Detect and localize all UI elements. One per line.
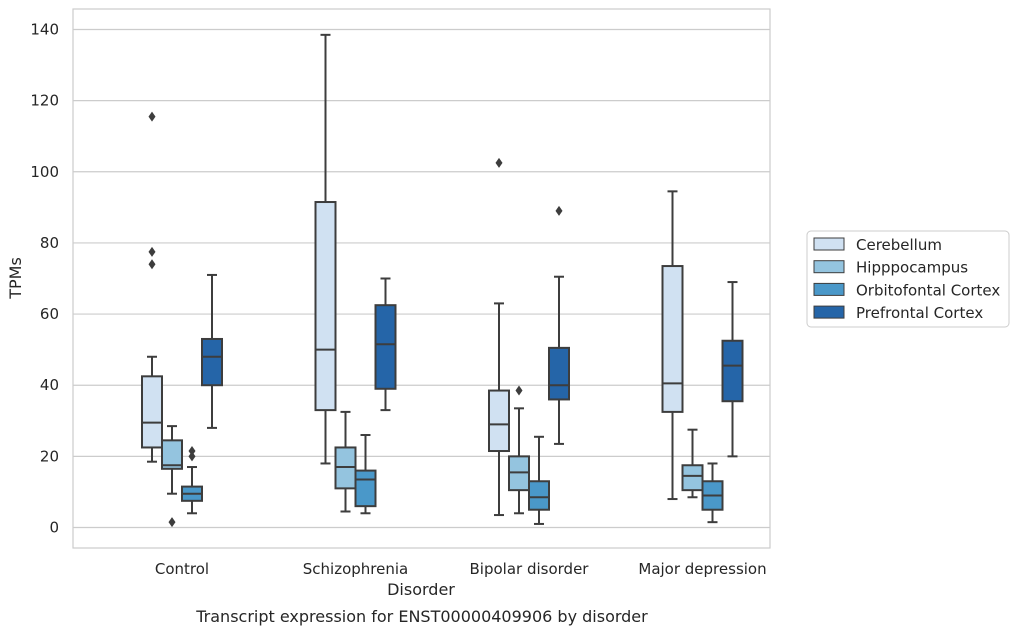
legend-swatch: [813, 282, 845, 296]
x-tick-label: Major depression: [638, 560, 766, 578]
box-cerebellum-1: [314, 33, 337, 465]
outlier-point: [555, 205, 563, 216]
box-hipppocampus-3: [681, 428, 704, 499]
y-tick-label: 140: [30, 21, 59, 39]
box-prefrontal-cortex-2: [548, 205, 570, 445]
box-iqr: [161, 439, 183, 470]
box-prefrontal-cortex-3: [721, 281, 744, 458]
box-iqr: [201, 337, 223, 387]
y-tick-label: 0: [49, 519, 59, 537]
legend-swatch: [813, 305, 845, 319]
x-tick-label: Bipolar disorder: [470, 560, 590, 578]
outlier-point: [188, 451, 196, 462]
legend-label: Cerebellum: [856, 236, 942, 254]
y-tick-label: 60: [40, 305, 59, 323]
outlier-point: [188, 446, 196, 457]
box-hipppocampus-0: [161, 425, 183, 528]
legend-frame: [806, 230, 1010, 328]
outlier-point: [495, 157, 503, 168]
box-orbitofontal-cortex-1: [354, 434, 377, 515]
y-axis-label: TPMs: [6, 257, 25, 300]
x-axis-label: Disorder: [387, 580, 455, 599]
x-tick-label: Control: [155, 560, 209, 578]
y-tick-label: 100: [30, 163, 59, 181]
box-iqr: [314, 201, 337, 412]
outlier-point: [515, 385, 523, 396]
box-prefrontal-cortex-1: [374, 277, 397, 412]
y-tick-label: 40: [40, 376, 59, 394]
box-iqr: [548, 346, 570, 401]
box-orbitofontal-cortex-0: [181, 446, 203, 515]
chart-caption: Transcript expression for ENST0000040990…: [195, 607, 648, 626]
box-iqr: [681, 464, 704, 492]
box-iqr: [354, 469, 377, 508]
legend: Cerebellum Hipppocampus Orbitofontal Corte…: [806, 230, 1010, 328]
box-hipppocampus-1: [334, 410, 357, 513]
y-tick-label: 120: [30, 92, 59, 110]
outlier-point: [168, 517, 176, 528]
legend-label: Prefrontal Cortex: [856, 304, 983, 322]
box-iqr: [661, 265, 684, 413]
legend-label: Orbitofontal Cortex: [856, 281, 1000, 299]
box-iqr: [374, 304, 397, 390]
legend-swatch: [813, 260, 845, 274]
outlier-point: [148, 259, 156, 270]
box-cerebellum-0: [141, 111, 163, 463]
box-iqr: [488, 389, 510, 453]
box-hipppocampus-2: [508, 385, 530, 515]
box-prefrontal-cortex-0: [201, 273, 223, 429]
box-cerebellum-2: [488, 157, 510, 517]
box-cerebellum-3: [661, 190, 684, 501]
x-axis-ticks: Control Schizophrenia Bipolar disorder Majo…: [155, 560, 767, 578]
plot-frame: [72, 8, 771, 549]
box-iqr: [528, 480, 550, 511]
outlier-point: [148, 246, 156, 257]
box-iqr: [141, 375, 163, 449]
y-tick-label: 20: [40, 447, 59, 465]
legend-swatch: [813, 237, 845, 251]
box-orbitofontal-cortex-2: [528, 435, 550, 525]
box-orbitofontal-cortex-3: [701, 462, 724, 524]
y-axis-ticks: 0 20 40 60 80 100 120 140: [30, 21, 59, 537]
box-iqr: [721, 339, 744, 403]
y-tick-label: 80: [40, 234, 59, 252]
box-plot-area: [141, 33, 744, 528]
legend-label: Hipppocampus: [856, 259, 968, 277]
outlier-point: [148, 111, 156, 122]
x-tick-label: Schizophrenia: [303, 560, 408, 578]
